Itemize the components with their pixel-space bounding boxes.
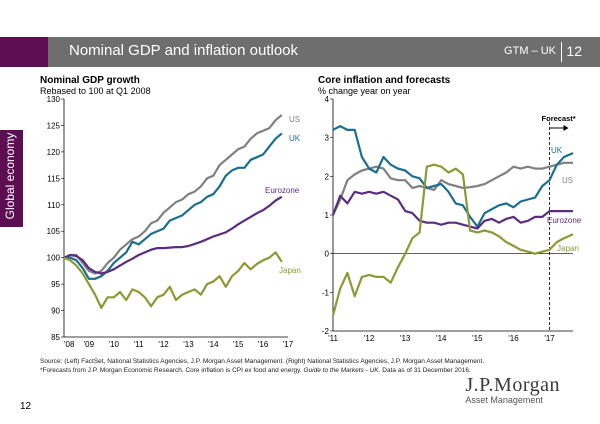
- right-chart-subtitle: % change year on year: [318, 86, 411, 96]
- inflation-x-tick-label: '17: [544, 334, 555, 343]
- forecast-label: Forecast*: [542, 114, 576, 123]
- inflation-series-us: [332, 161, 573, 216]
- page-title: Nominal GDP and inflation outlook: [69, 42, 299, 59]
- gdp-y-tick-label: 120: [47, 148, 61, 157]
- inflation-series-label-eurozone: Eurozone: [547, 216, 582, 225]
- gdp-series-label-uk: UK: [289, 134, 301, 143]
- gdp-x-tick-label: '16: [258, 340, 269, 349]
- gdp-series-label-us: US: [289, 115, 300, 124]
- gdp-x-tick-label: '14: [208, 340, 219, 349]
- gdp-x-tick-label: '17: [283, 340, 294, 349]
- gdp-x-tick-label: '08: [64, 340, 75, 349]
- gdp-y-tick-label: 100: [47, 254, 61, 263]
- inflation-y-tick-label: 2: [325, 172, 330, 181]
- gdp-y-tick-label: 125: [47, 121, 61, 130]
- header-page-number: 12: [566, 43, 582, 59]
- inflation-y-tick-label: 0: [325, 250, 330, 259]
- forecast-arrow-head: [563, 125, 569, 131]
- footnote-guide-title: Guide to the Markets - UK.: [303, 367, 381, 374]
- inflation-series-label-japan: Japan: [557, 244, 579, 253]
- inflation-series-label-us: US: [562, 176, 573, 185]
- right-chart-title: Core inflation and forecasts: [318, 75, 451, 86]
- gdp-y-tick-label: 85: [51, 333, 60, 342]
- jpmorgan-logo: J.P.Morgan Asset Management: [465, 374, 560, 405]
- inflation-x-tick-label: '12: [364, 334, 375, 343]
- inflation-x-tick-label: '16: [508, 334, 519, 343]
- page-number: 12: [20, 401, 32, 412]
- gdp-series-eurozone: [63, 195, 283, 275]
- gdp-x-tick-label: '13: [183, 340, 194, 349]
- gdp-x-tick-label: '12: [158, 340, 169, 349]
- guide-code: GTM – UK: [504, 45, 556, 57]
- inflation-x-tick-label: '15: [472, 334, 483, 343]
- inflation-series-japan: [331, 163, 574, 316]
- inflation-y-tick-label: 3: [325, 134, 330, 143]
- inflation-series-eurozone: [331, 190, 573, 230]
- footnote-date: Data as of 31 December 2016.: [380, 367, 471, 374]
- footnote-source: Source: (Left) FactSet, National Statist…: [40, 358, 485, 365]
- gdp-series-japan: [63, 251, 283, 309]
- gdp-series-label-eurozone: Eurozone: [265, 186, 300, 195]
- title-separator: [561, 42, 562, 62]
- footnote: Source: (Left) FactSet, National Statist…: [40, 357, 560, 375]
- gdp-y-tick-label: 95: [51, 280, 60, 289]
- inflation-series-label-uk: UK: [551, 146, 563, 155]
- gdp-series-label-japan: Japan: [279, 266, 301, 275]
- logo-sub: Asset Management: [465, 395, 543, 405]
- footnote-forecast-text: *Forecasts from J.P. Morgan Economic Res…: [40, 367, 304, 374]
- gdp-y-tick-label: 90: [51, 307, 60, 316]
- title-bar: Nominal GDP and inflation outlook GTM – …: [0, 37, 600, 67]
- gdp-y-tick-label: 115: [47, 174, 60, 183]
- left-chart-header: Nominal GDP growth Rebased to 100 at Q1 …: [40, 75, 151, 96]
- inflation-y-tick-label: -1: [322, 288, 330, 297]
- right-chart-header: Core inflation and forecasts % change ye…: [318, 75, 450, 96]
- inflation-y-tick-label: -2: [322, 327, 330, 336]
- section-tab: Global economy: [0, 130, 23, 227]
- gdp-y-tick-label: 130: [47, 95, 61, 104]
- left-chart-title: Nominal GDP growth: [40, 75, 140, 86]
- gdp-y-tick-label: 110: [47, 201, 60, 210]
- title-accent: [0, 37, 48, 67]
- gdp-series-uk: [64, 132, 283, 280]
- logo-brand: J.P.Morgan: [465, 374, 560, 396]
- inflation-x-tick-label: '13: [400, 334, 411, 343]
- gdp-x-tick-label: '10: [109, 340, 120, 349]
- inflation-y-tick-label: 4: [325, 95, 330, 104]
- gdp-series-us: [63, 114, 283, 275]
- gdp-x-tick-label: '11: [134, 340, 144, 349]
- inflation-x-tick-label: '14: [436, 334, 447, 343]
- inflation-series-uk: [332, 125, 574, 228]
- gdp-y-tick-label: 105: [47, 227, 61, 236]
- gdp-x-tick-label: '15: [233, 340, 244, 349]
- inflation-x-tick-label: '11: [328, 334, 338, 343]
- footnote-forecast: *Forecasts from J.P. Morgan Economic Res…: [40, 366, 560, 375]
- left-chart-subtitle: Rebased to 100 at Q1 2008: [40, 86, 151, 96]
- gdp-x-tick-label: '09: [84, 340, 95, 349]
- inflation-y-tick-label: 1: [325, 211, 330, 220]
